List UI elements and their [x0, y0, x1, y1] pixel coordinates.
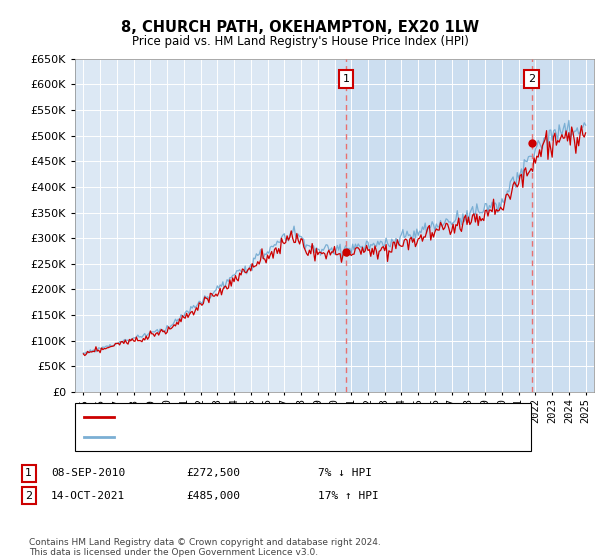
Text: 17% ↑ HPI: 17% ↑ HPI [318, 491, 379, 501]
Text: 7% ↓ HPI: 7% ↓ HPI [318, 468, 372, 478]
Text: 2: 2 [25, 491, 32, 501]
Text: £272,500: £272,500 [186, 468, 240, 478]
Text: Price paid vs. HM Land Registry's House Price Index (HPI): Price paid vs. HM Land Registry's House … [131, 35, 469, 48]
Text: £485,000: £485,000 [186, 491, 240, 501]
Text: HPI: Average price, detached house, West Devon: HPI: Average price, detached house, West… [120, 432, 375, 442]
Text: 1: 1 [25, 468, 32, 478]
Text: 8, CHURCH PATH, OKEHAMPTON, EX20 1LW: 8, CHURCH PATH, OKEHAMPTON, EX20 1LW [121, 20, 479, 35]
Bar [335, 59, 594, 392]
Text: Contains HM Land Registry data © Crown copyright and database right 2024.
This d: Contains HM Land Registry data © Crown c… [29, 538, 380, 557]
Text: 2: 2 [529, 74, 535, 85]
Text: 14-OCT-2021: 14-OCT-2021 [51, 491, 125, 501]
Text: 1: 1 [343, 74, 350, 85]
Text: 8, CHURCH PATH, OKEHAMPTON, EX20 1LW (detached house): 8, CHURCH PATH, OKEHAMPTON, EX20 1LW (de… [120, 413, 440, 422]
Text: 08-SEP-2010: 08-SEP-2010 [51, 468, 125, 478]
